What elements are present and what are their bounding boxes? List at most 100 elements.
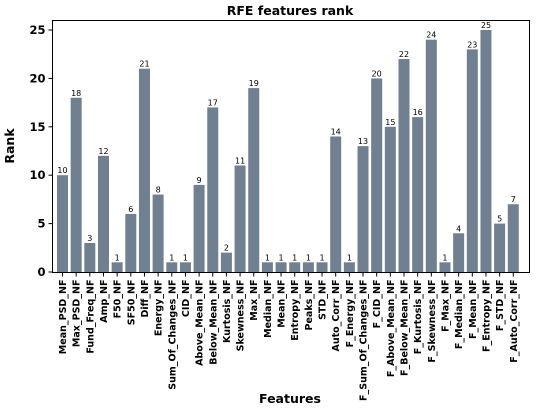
x-tick-label: F_STD_NF [495,280,506,332]
x-tick-label: Mean_PSD_NF [58,280,69,355]
bar [220,252,232,272]
x-tick-label: CID_NF [181,280,192,318]
bar [384,126,396,272]
bar-value-label: 8 [156,186,161,195]
x-tick-label: F_CID_NF [372,280,383,329]
bar-value-label: 1 [115,253,120,262]
bar-value-label: 1 [279,253,284,262]
bar-value-label: 6 [128,205,133,214]
x-tick-label: F_Auto_Corr_NF [509,280,520,363]
bar [494,223,506,272]
bar-value-label: 1 [319,253,324,262]
bar [193,184,205,272]
x-tick-label: Max_NF [249,280,260,321]
y-tick-label: 0 [37,265,45,279]
bar [398,59,410,272]
x-tick-label: F_Max_NF [440,280,451,332]
x-tick-label: Max_PSD_NF [72,280,83,348]
bar-value-label: 3 [87,234,92,243]
x-tick-label: F_Energy_NF [345,280,356,348]
bar [507,204,519,272]
x-axis: Mean_PSD_NF Max_PSD_NF Fund_Freq_NF Amp_NF F… [58,272,520,401]
bar-value-label: 19 [249,79,259,88]
y-axis-title: Rank [2,128,17,164]
bar [152,194,164,272]
x-tick-label: Diff_NF [140,280,151,318]
bar-value-label: 1 [169,253,174,262]
bar [125,213,137,272]
bar [275,262,287,272]
bar-value-label: 2 [224,244,229,253]
x-tick-label: F_Above_Mean_NF [386,280,397,378]
x-tick-label: Energy_NF [154,280,165,337]
bar-value-label: 4 [456,224,461,233]
y-tick-label: 20 [29,71,45,85]
x-tick-label: Mean_NF [277,280,288,328]
x-tick-label: SF50_NF [126,280,137,326]
bar-value-label: 17 [208,98,218,107]
x-tick-label: Amp_NF [99,280,110,323]
x-tick-label: F_Skewness_NF [427,280,438,363]
y-tick-label: 5 [37,217,45,231]
plot-frame [52,20,530,273]
bar [439,262,451,272]
x-tick-label: F50_NF [113,280,124,319]
bar-value-label: 21 [139,60,149,69]
x-tick-label: Skewness_NF [236,280,247,352]
bar-value-label: 7 [511,195,516,204]
bar-value-label: 1 [183,253,188,262]
x-tick-label: Below_Mean_NF [208,280,219,365]
x-tick-label: Fund_Freq_NF [85,280,96,354]
bar [234,165,246,272]
bar [480,30,492,272]
bar-value-label: 5 [497,215,502,224]
bar [70,97,82,272]
bar [330,136,342,272]
bar-value-label: 22 [399,50,409,59]
bar-value-label: 1 [347,253,352,262]
bar [261,262,273,272]
bar [138,68,150,272]
bar-value-label: 11 [235,157,245,166]
x-tick-label: F_Entropy_NF [481,279,492,351]
bar-value-label: 24 [426,31,436,40]
bar-value-label: 23 [467,40,477,49]
bar [289,262,301,272]
bar [97,155,109,272]
chart-title: RFE features rank [227,3,354,18]
x-tick-label: STD_NF [318,280,329,320]
bar-value-label: 16 [413,108,423,117]
bar-value-label: 15 [385,118,395,127]
bar [412,117,424,273]
bar [111,262,123,272]
x-tick-label: Median_NF [263,280,274,338]
x-tick-label: Above_Mean_NF [195,280,206,366]
bar-value-label: 1 [292,253,297,262]
x-tick-label: F_Median_NF [454,280,465,350]
y-tick-label: 15 [29,120,45,134]
bar [357,146,369,272]
bar [57,175,68,272]
x-tick-label: Auto_Corr_NF [331,280,342,352]
bar-value-label: 18 [71,89,81,98]
x-tick-label: Sum_Of_Changes_NF [167,280,178,390]
bar [453,233,465,272]
bar-value-label: 1 [265,253,270,262]
bar-value-label: 25 [481,21,491,30]
bar [466,49,478,272]
bar-value-label: 20 [372,69,382,78]
y-tick-label: 10 [29,168,45,182]
x-axis-title: Features [259,391,321,406]
y-tick-label: 25 [29,23,45,37]
x-tick-label: Kurtosis_NF [222,280,233,343]
bar [371,78,383,273]
bar [166,262,178,272]
bar-value-label: 12 [98,147,108,156]
bar-value-label: 1 [306,253,311,262]
bar [343,262,355,272]
bar-value-label: 9 [197,176,202,185]
bar [179,262,191,272]
x-tick-label: Entropy_NF [290,280,301,341]
x-tick-label: F_Mean_NF [468,280,479,340]
